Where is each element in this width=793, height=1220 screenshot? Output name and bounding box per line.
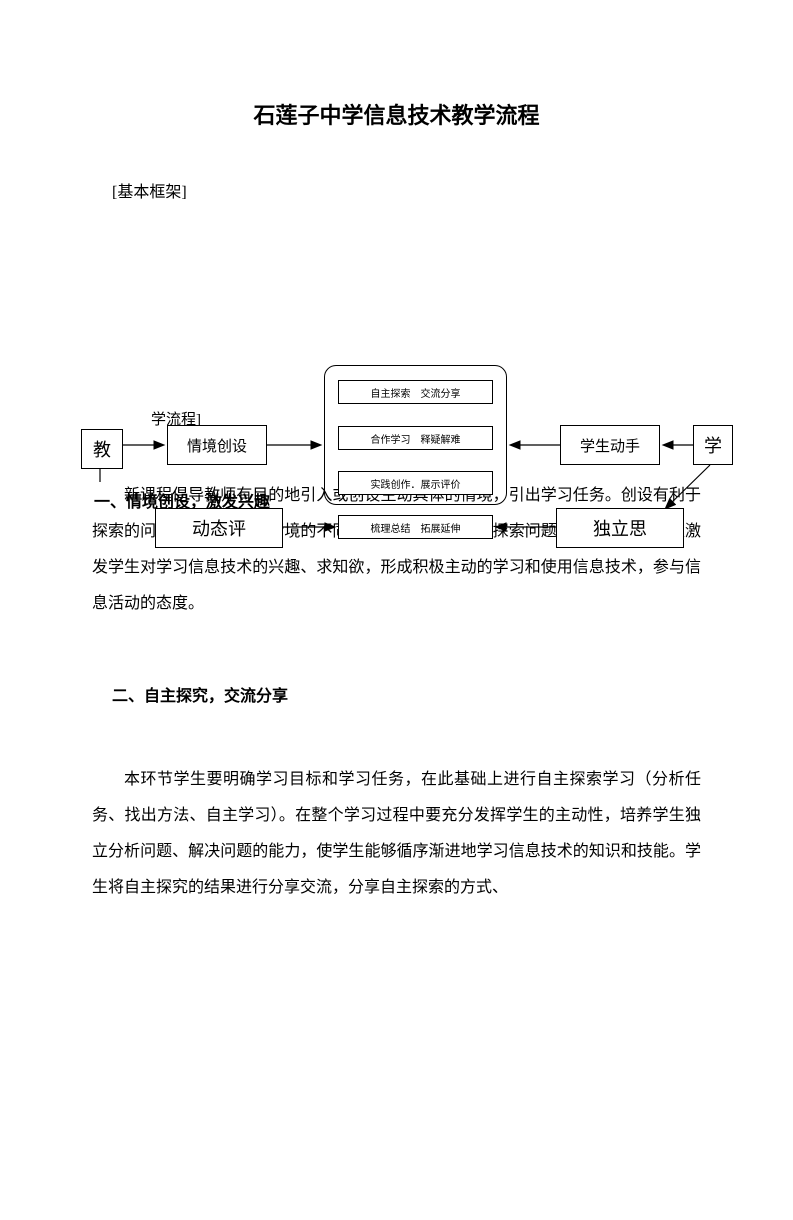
node-teacher: 教 [81, 429, 123, 469]
node-c2: 合作学习 释疑解难 [338, 426, 493, 450]
node-c3: 实践创作．展示评价 [338, 471, 493, 495]
node-student-hands: 学生动手 [560, 425, 660, 465]
node-eval-label: 动态评 [192, 515, 246, 541]
node-learner-label: 学 [704, 432, 722, 458]
heading-section-2: 二、自主探究，交流分享 [112, 682, 793, 706]
paragraph-2: 本环节学生要明确学习目标和学习任务，在此基础上进行自主探索学习（分析任务、找出方… [92, 762, 701, 906]
node-c1-label: 自主探索 交流分享 [371, 385, 461, 400]
node-c3-label: 实践创作．展示评价 [371, 476, 461, 491]
node-c2-label: 合作学习 释疑解难 [371, 431, 461, 446]
page-title: 石莲子中学信息技术教学流程 [0, 98, 793, 130]
node-context: 情境创设 [167, 425, 267, 465]
heading-framework: [基本框架] [112, 178, 793, 202]
node-learner: 学 [693, 425, 733, 465]
node-eval: 动态评 [155, 508, 283, 548]
node-c1: 自主探索 交流分享 [338, 380, 493, 404]
edge-learner-think [666, 465, 710, 508]
node-student-hands-label: 学生动手 [580, 435, 640, 456]
node-teacher-label: 教 [93, 436, 111, 462]
node-c4: 梳理总结 拓展延伸 [338, 515, 493, 539]
node-c4-label: 梳理总结 拓展延伸 [371, 520, 461, 535]
flowchart: 学流程] 一、情境创设，激发兴趣 教 情境创设 学生动手 学 动态评 独立思 自… [0, 358, 793, 558]
node-think: 独立思 [556, 508, 684, 548]
node-context-label: 情境创设 [187, 435, 247, 456]
node-think-label: 独立思 [593, 515, 647, 541]
